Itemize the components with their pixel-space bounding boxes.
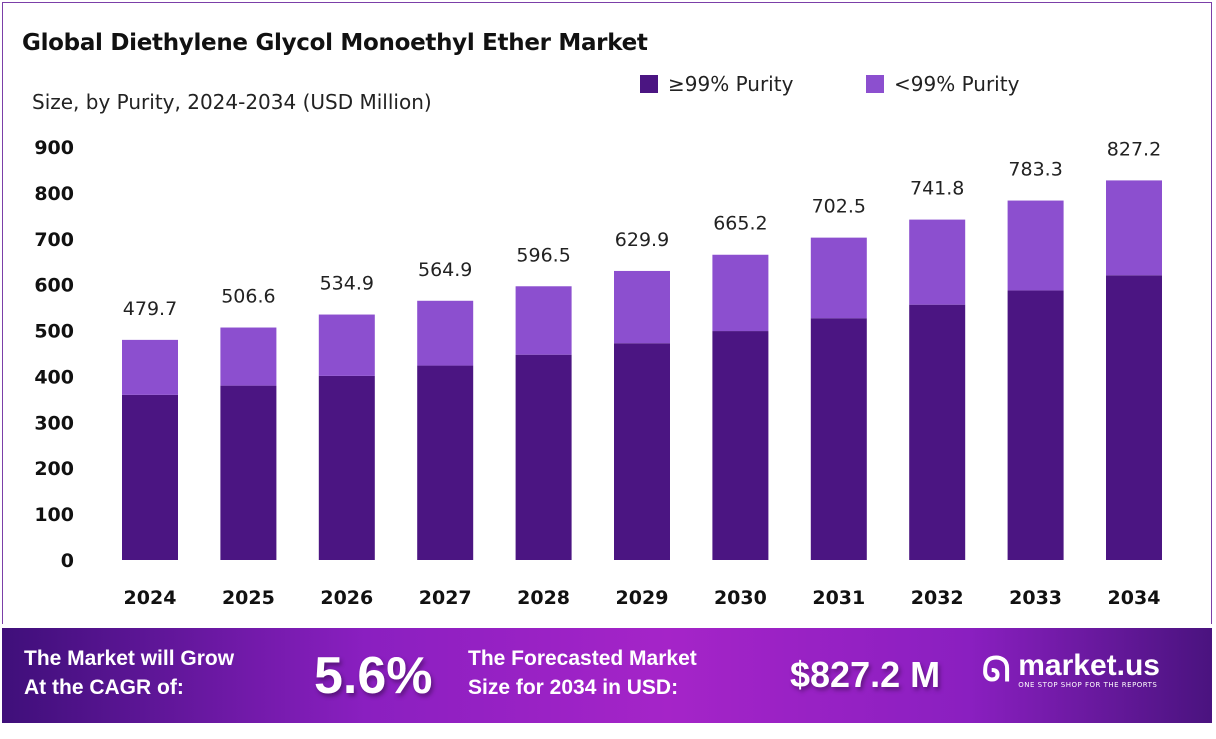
y-tick-label: 900 <box>34 137 74 159</box>
bar-segment-high-purity <box>1007 290 1064 560</box>
x-tick-label: 2024 <box>124 587 177 609</box>
x-tick-label: 2031 <box>812 587 865 609</box>
y-tick-label: 500 <box>34 321 74 343</box>
bar-segment-low-purity <box>810 237 867 319</box>
cagr-value: 5.6% <box>314 647 433 705</box>
total-data-label: 534.9 <box>320 273 374 295</box>
y-tick-label: 600 <box>34 275 74 297</box>
legend-label: <99% Purity <box>894 72 1020 96</box>
y-tick-label: 0 <box>61 550 74 572</box>
y-tick-label: 700 <box>34 229 74 251</box>
bar-segment-low-purity <box>122 339 178 395</box>
total-data-label: 665.2 <box>713 213 767 235</box>
y-tick-label: 800 <box>34 183 74 205</box>
forecast-label-line1: The Forecasted Market <box>468 647 697 670</box>
bar-segment-high-purity <box>712 331 769 560</box>
x-tick-label: 2034 <box>1108 587 1161 609</box>
y-tick-label: 400 <box>34 366 74 388</box>
bar-segment-low-purity <box>1007 200 1064 291</box>
x-tick-label: 2025 <box>222 587 275 609</box>
bar-segment-low-purity <box>318 314 375 376</box>
summary-banner: The Market will Grow At the CAGR of: 5.6… <box>2 628 1212 723</box>
bar-segment-high-purity <box>1106 275 1162 560</box>
total-data-label: 564.9 <box>418 259 472 281</box>
bar-segment-high-purity <box>220 385 277 560</box>
logo-name: market.us <box>1018 649 1160 682</box>
total-data-label: 783.3 <box>1008 159 1062 181</box>
total-data-label: 702.5 <box>812 196 866 218</box>
forecast-value: $827.2 M <box>790 654 941 695</box>
bar-segment-low-purity <box>1106 180 1162 276</box>
chart-subtitle: Size, by Purity, 2024-2034 (USD Million) <box>32 90 432 114</box>
market-us-logo: ᘏ market.us ONE STOP SHOP FOR THE REPORT… <box>982 650 1160 690</box>
x-tick-label: 2028 <box>517 587 570 609</box>
y-tick-label: 100 <box>34 504 74 526</box>
bar-segment-low-purity <box>614 270 670 344</box>
total-data-label: 479.7 <box>123 298 177 320</box>
x-tick-label: 2026 <box>320 587 373 609</box>
bar-segment-high-purity <box>909 304 966 560</box>
forecast-label-line2: Size for 2034 in USD: <box>468 676 679 699</box>
bar-segment-high-purity <box>810 318 867 560</box>
logo-mark-icon: ᘏ <box>982 650 1011 690</box>
chart-title: Global Diethylene Glycol Monoethyl Ether… <box>22 30 648 56</box>
legend-item-low-purity: <99% Purity <box>866 72 1019 96</box>
total-data-label: 741.8 <box>910 178 964 200</box>
legend-label: ≥99% Purity <box>668 72 794 96</box>
legend-swatch-low-purity <box>866 75 884 93</box>
x-tick-label: 2030 <box>714 587 767 609</box>
bar-segment-high-purity <box>614 343 670 560</box>
bar-segment-high-purity <box>515 354 572 560</box>
x-tick-label: 2033 <box>1009 587 1062 609</box>
bar-segment-low-purity <box>909 219 966 305</box>
bar-segment-high-purity <box>417 365 474 560</box>
bar-segment-low-purity <box>220 327 277 386</box>
total-data-label: 629.9 <box>615 229 669 251</box>
total-data-label: 596.5 <box>516 244 570 266</box>
cagr-label-line2: At the CAGR of: <box>24 676 184 699</box>
bar-segment-high-purity <box>318 375 375 560</box>
legend-swatch-high-purity <box>640 75 658 93</box>
x-tick-label: 2032 <box>911 587 964 609</box>
logo-tagline: ONE STOP SHOP FOR THE REPORTS <box>1018 681 1158 689</box>
bar-segment-low-purity <box>417 300 474 366</box>
x-tick-label: 2027 <box>419 587 472 609</box>
cagr-label-line1: The Market will Grow <box>24 647 235 670</box>
legend-item-high-purity: ≥99% Purity <box>640 72 793 96</box>
total-data-label: 506.6 <box>221 286 275 308</box>
bar-segment-low-purity <box>712 254 769 332</box>
y-tick-label: 300 <box>34 412 74 434</box>
bar-chart: 0 100 200 300 400 500 600 700 800 900 479.7 2024 506… <box>34 137 1162 609</box>
total-data-label: 827.2 <box>1107 138 1161 160</box>
bar-segment-low-purity <box>515 286 572 355</box>
x-tick-label: 2029 <box>616 587 669 609</box>
chart-frame <box>2 2 1212 624</box>
bar-segment-high-purity <box>122 394 178 560</box>
y-tick-label: 200 <box>34 458 74 480</box>
